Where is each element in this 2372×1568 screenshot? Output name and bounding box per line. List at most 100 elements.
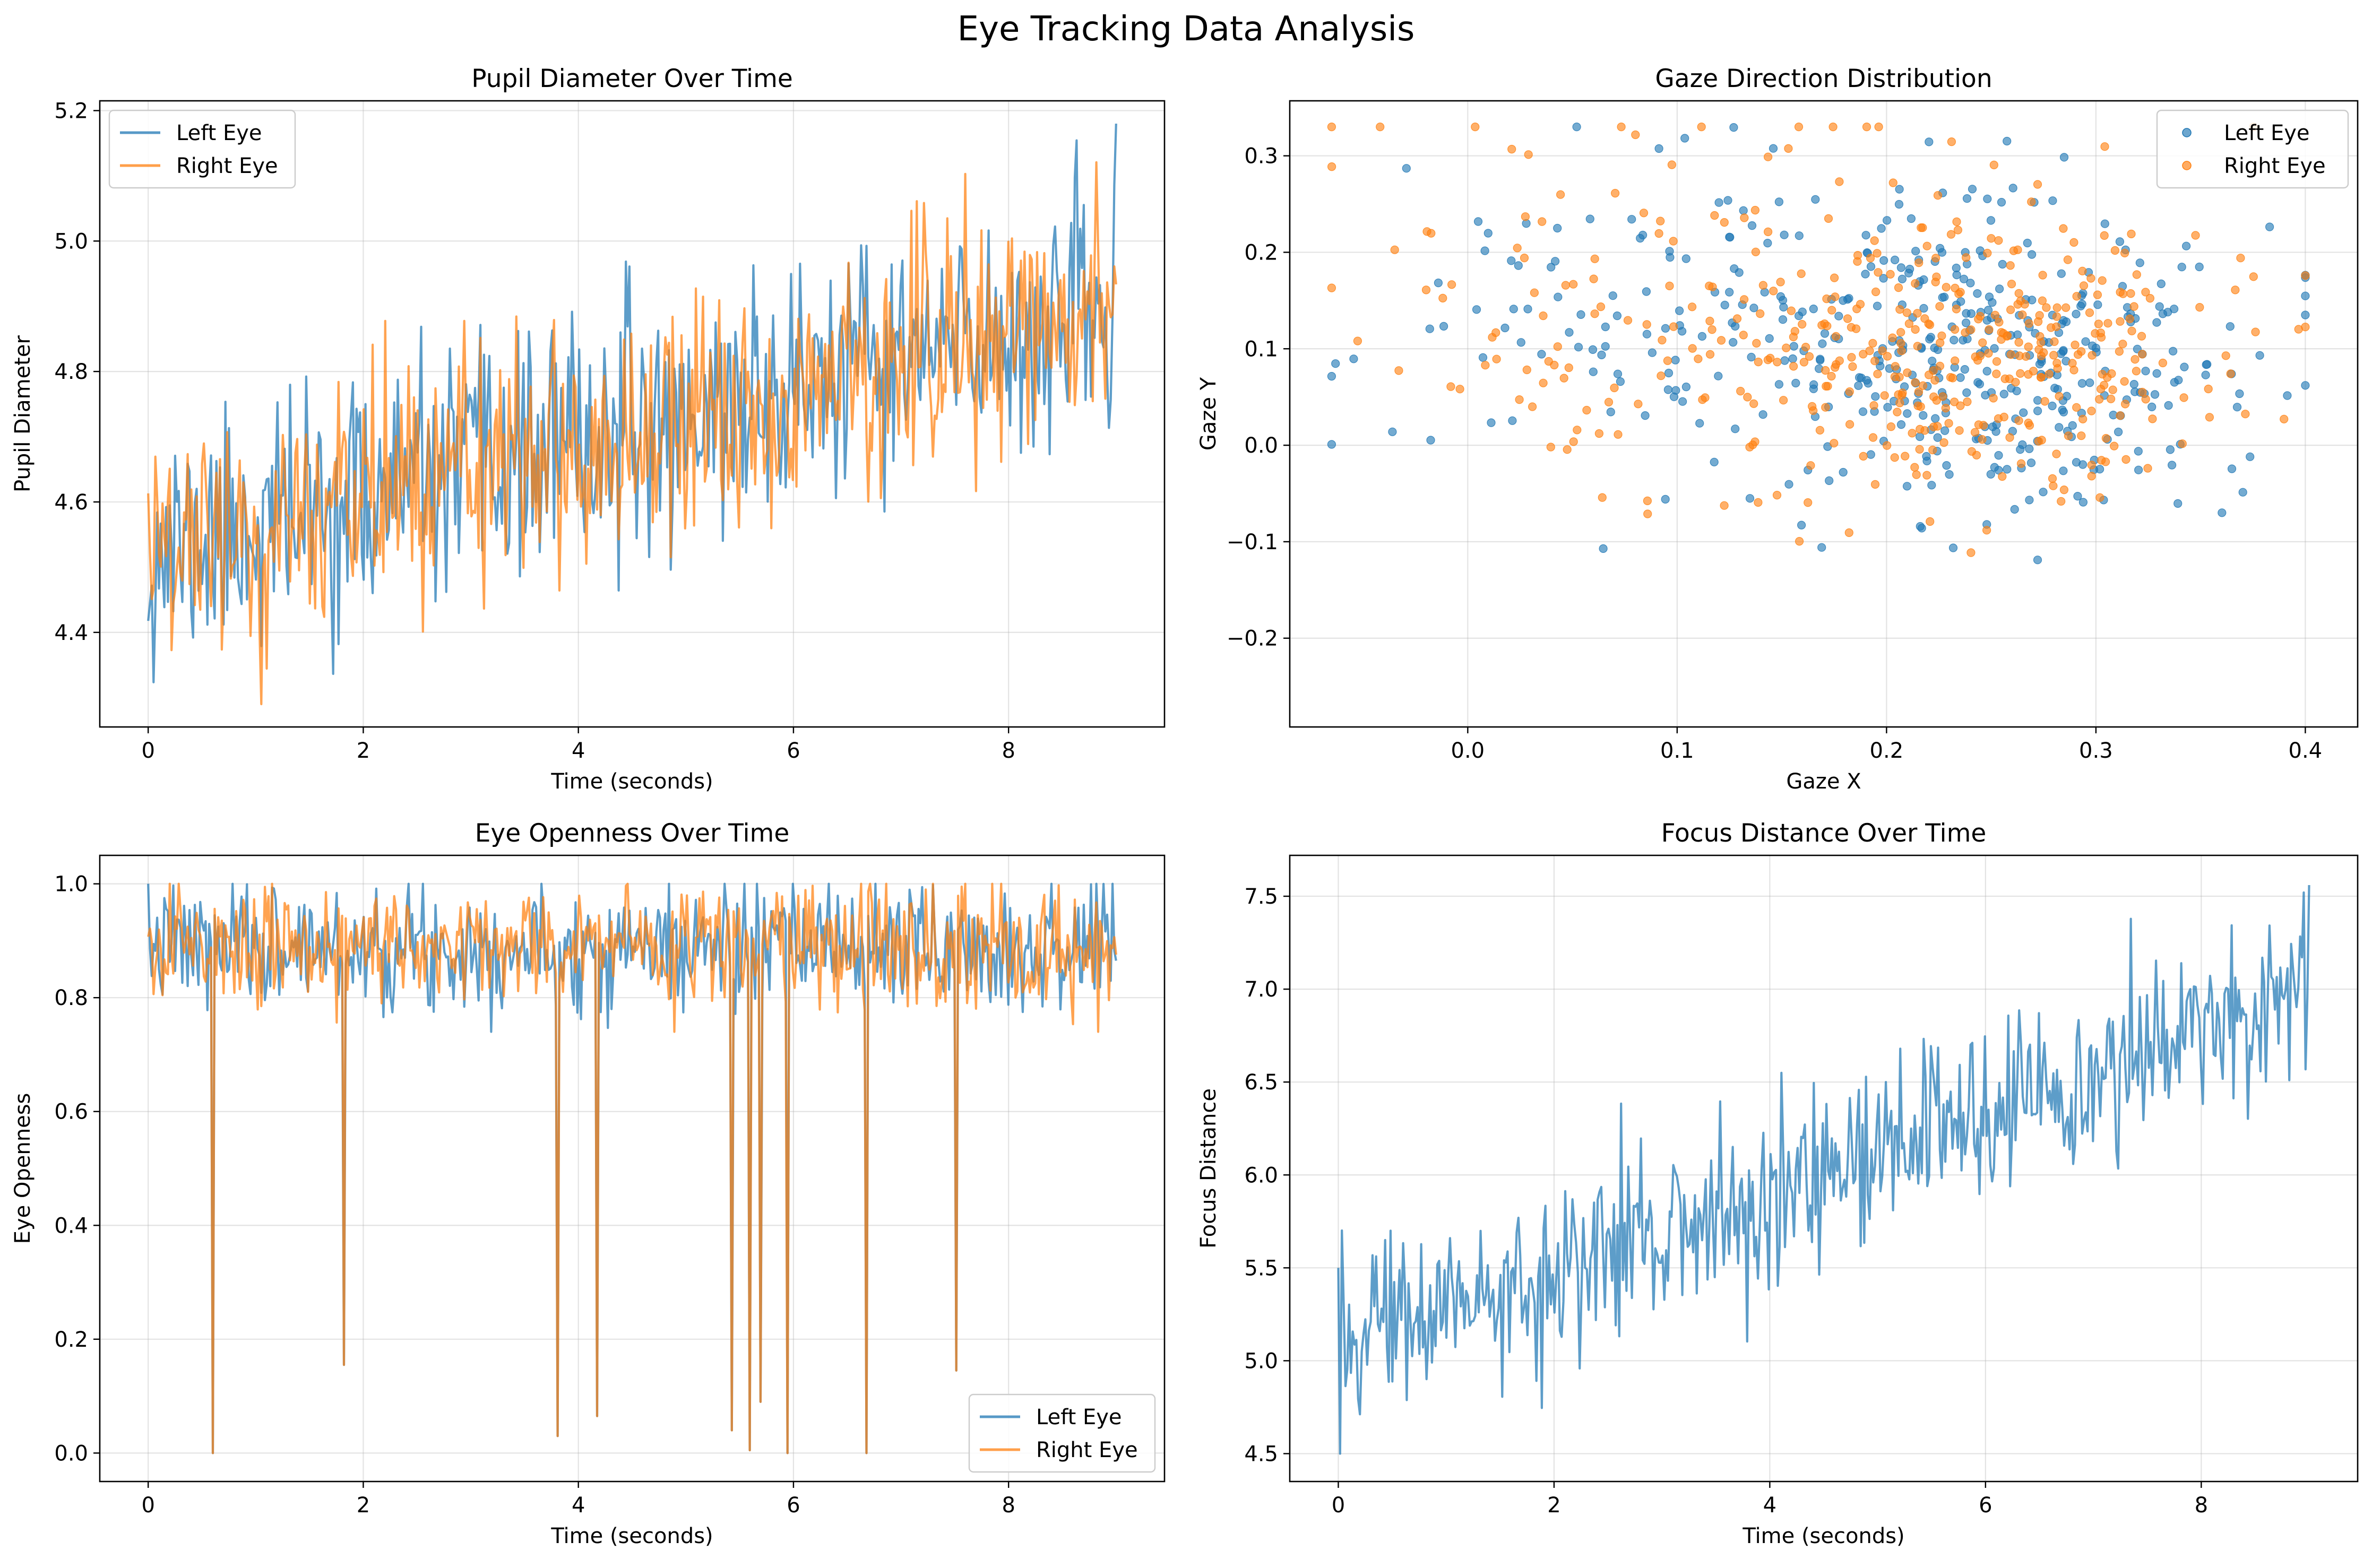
openness-title: Eye Openness Over Time bbox=[475, 819, 790, 848]
gaze-point bbox=[1919, 304, 1928, 313]
gaze-point bbox=[1421, 285, 1431, 294]
gaze-point bbox=[1528, 402, 1537, 411]
gaze-point bbox=[1809, 384, 1818, 393]
gaze-point bbox=[2129, 379, 2138, 389]
openness-frame bbox=[99, 854, 1166, 1483]
gaze-point bbox=[2116, 288, 2125, 297]
gaze-point bbox=[1929, 392, 1938, 401]
gaze-point bbox=[2073, 491, 2082, 501]
gaze-point bbox=[1508, 416, 1517, 425]
gaze-point bbox=[1989, 394, 1998, 403]
gaze-point bbox=[1614, 430, 1623, 439]
gaze-point bbox=[2035, 311, 2044, 320]
gaze-point bbox=[2062, 303, 2071, 312]
pupil-xtick-label-2: 4 bbox=[572, 739, 585, 763]
legend-marker-0 bbox=[2182, 128, 2192, 137]
gaze-point bbox=[1641, 411, 1650, 420]
pupil-frame bbox=[99, 100, 1166, 728]
gaze-point bbox=[1831, 292, 1840, 301]
gaze-point bbox=[1901, 452, 1910, 461]
gaze-point bbox=[1930, 343, 1939, 352]
gaze-point bbox=[2019, 408, 2028, 417]
gaze-point bbox=[1933, 422, 1942, 431]
gaze-point bbox=[1935, 361, 1945, 370]
gaze-point bbox=[2157, 279, 2166, 289]
gaze-point bbox=[2007, 280, 2016, 289]
gaze-point bbox=[1488, 333, 1497, 342]
gaze-point bbox=[1559, 374, 1568, 383]
legend-label-0: Left Eye bbox=[176, 121, 262, 145]
gaze-point bbox=[1740, 295, 1749, 304]
gaze-point bbox=[2280, 414, 2289, 423]
gaze-point bbox=[2038, 271, 2047, 280]
gaze-point bbox=[1797, 521, 1806, 530]
gaze-point bbox=[2074, 350, 2083, 359]
gaze-point bbox=[1736, 386, 1745, 396]
gaze-point bbox=[1524, 150, 1533, 159]
gaze-point bbox=[1868, 433, 1878, 442]
gaze-point bbox=[2126, 289, 2135, 298]
gaze-point bbox=[2052, 312, 2062, 321]
gaze-point bbox=[1905, 265, 1914, 274]
gaze-point bbox=[1434, 278, 1443, 288]
gaze-point bbox=[1720, 218, 1729, 227]
gaze-point bbox=[1999, 412, 2008, 422]
gaze-point bbox=[1642, 330, 1651, 339]
legend-marker-1 bbox=[2182, 161, 2192, 170]
gaze-point bbox=[1774, 380, 1783, 389]
gaze-point bbox=[1654, 229, 1663, 238]
gaze-point bbox=[1714, 198, 1723, 207]
gaze-point bbox=[1538, 217, 1547, 226]
gaze-point bbox=[1914, 258, 1924, 267]
gaze-point bbox=[2246, 452, 2255, 461]
gaze-point bbox=[1478, 353, 1488, 362]
gaze-point bbox=[1830, 273, 1839, 282]
gaze-point bbox=[2251, 327, 2260, 336]
gaze-point bbox=[1447, 280, 1456, 289]
gaze-point bbox=[1945, 470, 1954, 479]
gaze-point bbox=[1984, 349, 1993, 358]
gaze-point bbox=[1902, 308, 1911, 317]
gaze-point bbox=[1874, 123, 1883, 132]
gaze-point bbox=[1720, 300, 1729, 310]
gaze-point bbox=[1657, 371, 1666, 380]
gaze-point bbox=[2093, 290, 2102, 299]
gaze-point bbox=[1828, 123, 1838, 132]
gaze-point bbox=[1546, 443, 1555, 452]
gaze-point bbox=[1951, 356, 1960, 366]
gaze-point bbox=[1729, 337, 1738, 347]
pupil-ytick-label-3: 5.0 bbox=[54, 229, 88, 254]
gaze-point bbox=[1858, 407, 1868, 416]
gaze-point bbox=[2007, 384, 2016, 393]
gaze-point bbox=[1513, 244, 1522, 253]
pupil-ytick-label-2: 4.8 bbox=[54, 360, 88, 384]
gaze-point bbox=[1888, 333, 1897, 342]
gaze-point bbox=[1705, 350, 1715, 359]
gaze-point bbox=[1551, 257, 1560, 266]
gaze-point bbox=[1589, 367, 1598, 376]
gaze-point bbox=[2010, 505, 2019, 514]
gaze-point bbox=[1830, 439, 1839, 448]
gaze-point bbox=[1997, 335, 2006, 344]
gaze-point bbox=[2141, 367, 2150, 376]
gaze-point bbox=[1402, 164, 1411, 173]
gaze-point bbox=[2129, 302, 2138, 311]
gaze-point bbox=[1859, 452, 1868, 461]
gaze-point bbox=[2108, 385, 2117, 394]
gaze-point bbox=[1574, 343, 1583, 352]
gaze-point bbox=[2049, 351, 2058, 360]
gaze-point bbox=[1975, 379, 1984, 388]
gaze-point bbox=[1999, 389, 2008, 399]
gaze-point bbox=[1589, 274, 1598, 283]
gaze-point bbox=[2081, 337, 2090, 346]
gaze-point bbox=[1731, 425, 1740, 434]
gaze-point bbox=[1991, 427, 2000, 436]
gaze-point bbox=[1327, 283, 1336, 292]
gaze-point bbox=[2218, 508, 2227, 517]
gaze-point bbox=[1994, 451, 2003, 460]
gaze-point bbox=[2006, 261, 2015, 270]
gaze-point bbox=[1865, 346, 1874, 356]
gaze-point bbox=[2087, 461, 2096, 470]
focus-ylabel: Focus Distance bbox=[1196, 1088, 1221, 1249]
